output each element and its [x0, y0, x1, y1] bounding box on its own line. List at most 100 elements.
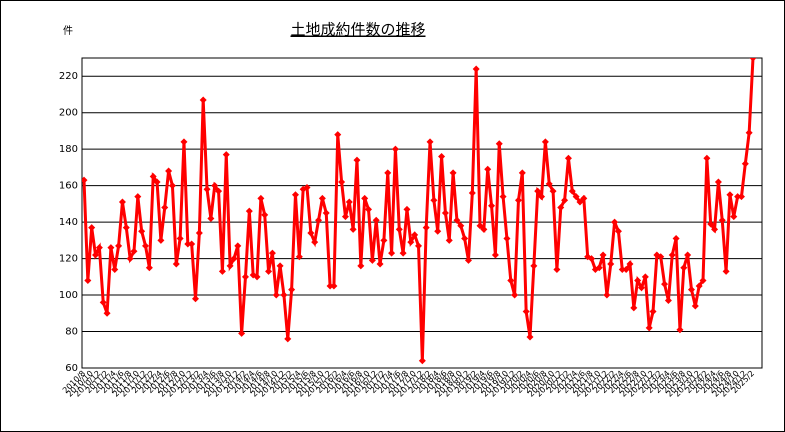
- marker: [745, 129, 753, 137]
- marker: [180, 138, 188, 146]
- marker: [184, 240, 192, 248]
- marker: [526, 333, 534, 341]
- marker: [438, 152, 446, 160]
- marker: [107, 244, 115, 252]
- y-axis-label: 件: [63, 25, 73, 37]
- marker: [418, 357, 426, 365]
- marker: [241, 273, 249, 281]
- marker: [153, 178, 161, 186]
- marker: [334, 131, 342, 139]
- marker: [130, 247, 138, 255]
- marker: [564, 154, 572, 162]
- marker: [622, 266, 630, 274]
- marker: [614, 227, 622, 235]
- marker: [84, 276, 92, 284]
- marker: [368, 256, 376, 264]
- y-tick-label: 140: [59, 217, 78, 228]
- marker: [92, 251, 100, 259]
- marker: [311, 238, 319, 246]
- marker: [318, 194, 326, 202]
- marker: [530, 262, 538, 270]
- marker: [568, 187, 576, 195]
- marker: [276, 262, 284, 270]
- marker: [357, 262, 365, 270]
- marker: [649, 307, 657, 315]
- marker: [484, 165, 492, 173]
- marker: [626, 260, 634, 268]
- marker: [307, 229, 315, 237]
- marker: [176, 235, 184, 243]
- marker: [388, 249, 396, 257]
- marker: [399, 249, 407, 257]
- marker: [403, 205, 411, 213]
- marker: [111, 266, 119, 274]
- chart-title: 土地成約件数の推移: [290, 21, 425, 39]
- marker: [218, 267, 226, 275]
- marker: [126, 255, 134, 263]
- marker: [353, 156, 361, 164]
- marker: [376, 260, 384, 268]
- marker: [461, 235, 469, 243]
- marker: [230, 255, 238, 263]
- marker: [134, 193, 142, 201]
- marker: [226, 262, 234, 270]
- marker: [522, 307, 530, 315]
- marker: [749, 58, 757, 62]
- marker: [741, 160, 749, 168]
- marker: [703, 154, 711, 162]
- marker: [638, 284, 645, 292]
- y-tick-label: 180: [59, 144, 78, 155]
- marker: [192, 295, 199, 303]
- marker: [195, 229, 203, 237]
- marker: [464, 256, 472, 264]
- marker: [145, 264, 153, 272]
- marker: [95, 244, 103, 252]
- marker: [580, 194, 588, 202]
- marker: [557, 204, 565, 212]
- y-tick-label: 120: [59, 254, 78, 265]
- marker: [499, 193, 507, 201]
- marker: [714, 178, 722, 186]
- marker: [595, 264, 603, 272]
- marker: [711, 225, 719, 233]
- marker: [161, 204, 169, 212]
- marker: [561, 196, 569, 204]
- marker: [338, 178, 346, 186]
- marker: [138, 227, 146, 235]
- marker: [207, 214, 215, 222]
- marker: [149, 173, 157, 181]
- y-tick-label: 160: [59, 181, 78, 192]
- marker: [82, 176, 88, 184]
- marker: [668, 251, 676, 259]
- marker: [618, 266, 626, 274]
- marker: [422, 224, 430, 232]
- marker: [391, 145, 399, 153]
- marker: [188, 240, 196, 248]
- marker: [645, 324, 653, 332]
- marker: [215, 187, 223, 195]
- marker: [268, 249, 276, 257]
- marker: [168, 182, 176, 190]
- marker: [249, 271, 257, 279]
- marker: [630, 304, 638, 312]
- marker: [238, 329, 246, 337]
- marker: [588, 255, 596, 263]
- marker: [326, 282, 334, 290]
- marker: [718, 216, 726, 224]
- marker: [445, 236, 453, 244]
- marker: [257, 194, 265, 202]
- marker: [407, 238, 415, 246]
- marker: [707, 220, 715, 228]
- marker: [203, 185, 211, 193]
- marker: [541, 138, 549, 146]
- marker: [511, 291, 519, 299]
- marker: [722, 267, 730, 275]
- y-tick-label: 100: [59, 290, 78, 301]
- marker: [234, 242, 242, 250]
- marker: [291, 191, 299, 199]
- marker: [664, 297, 672, 305]
- marker: [261, 211, 269, 219]
- marker: [365, 205, 373, 213]
- marker: [380, 236, 388, 244]
